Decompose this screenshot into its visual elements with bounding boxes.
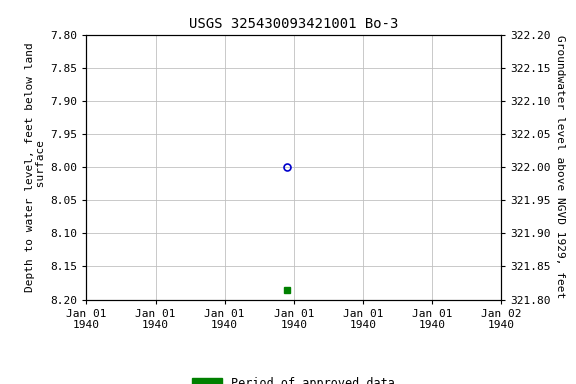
Legend: Period of approved data: Period of approved data [188, 372, 400, 384]
Y-axis label: Groundwater level above NGVD 1929, feet: Groundwater level above NGVD 1929, feet [555, 35, 565, 299]
Y-axis label: Depth to water level, feet below land
 surface: Depth to water level, feet below land su… [25, 42, 46, 292]
Title: USGS 325430093421001 Bo-3: USGS 325430093421001 Bo-3 [189, 17, 399, 31]
